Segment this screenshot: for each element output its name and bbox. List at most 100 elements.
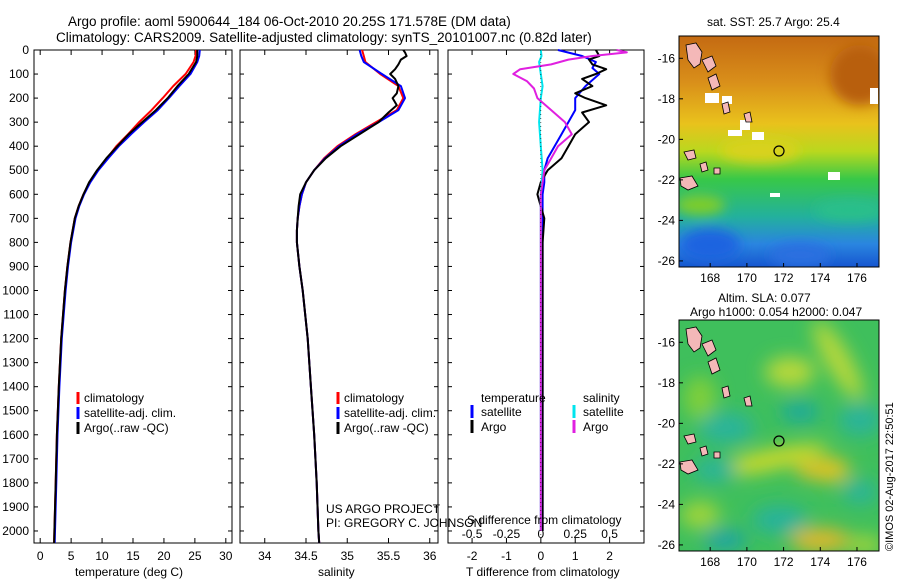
x-tick-label: -2 <box>467 549 478 563</box>
series-line <box>295 49 406 544</box>
depth-tick-label: 1200 <box>2 332 29 346</box>
sla-map <box>679 320 879 551</box>
map-lon-label: 174 <box>810 555 830 569</box>
sst-float-marker <box>773 145 785 157</box>
depth-tick-label: 1500 <box>2 404 29 418</box>
x-tick-label: 20 <box>157 549 171 563</box>
series-line <box>295 49 408 544</box>
map-lat-label: -22 <box>658 173 676 187</box>
map-lon-label: 174 <box>810 271 830 285</box>
salinity-axis-label: salinity <box>318 565 355 579</box>
depth-tick-label: 1700 <box>2 452 29 466</box>
map-lat-label: -24 <box>658 497 676 511</box>
map-lon-label: 168 <box>700 271 720 285</box>
s-tick-label: 0.25 <box>564 527 588 541</box>
series-line <box>536 49 608 531</box>
project-name: US ARGO PROJECT <box>326 502 441 516</box>
depth-tick-label: 400 <box>9 139 29 153</box>
legend-satellite-adj-2: satellite-adj. clim. <box>344 406 436 420</box>
sst-map-title: sat. SST: 25.7 Argo: 25.4 <box>707 15 840 29</box>
difference-panel <box>447 49 645 544</box>
map-lat-label: -24 <box>658 213 676 227</box>
sst-map <box>679 36 879 267</box>
map-lon-label: 168 <box>700 555 720 569</box>
sla-map-title-2: Argo h1000: 0.054 h2000: 0.047 <box>690 305 862 319</box>
legend-argo-raw-2: Argo(..raw -QC) <box>344 421 429 435</box>
depth-tick-label: 600 <box>9 187 29 201</box>
depth-tick-label: 1900 <box>2 500 29 514</box>
series-line <box>53 49 201 544</box>
depth-tick-label: 1000 <box>2 283 29 297</box>
project-pi: PI: GREGORY C. JOHNSON <box>326 516 482 530</box>
depth-axis: 0 100 200 300 400 500 600 700 800 900 1000 1100 1200… <box>2 43 29 538</box>
x-tick-label: 5 <box>68 549 75 563</box>
s-tick-label: -0.25 <box>493 527 521 541</box>
depth-tick-label: 1400 <box>2 380 29 394</box>
s-difference-axis-label: S difference from climatology <box>467 513 622 527</box>
depth-tick-label: 1300 <box>2 356 29 370</box>
sla-map-title-1: Altim. SLA: 0.077 <box>718 291 811 305</box>
depth-tick-label: 2000 <box>2 524 29 538</box>
series-line <box>53 50 199 544</box>
legend-t-satellite: satellite <box>481 405 522 419</box>
depth-tick-label: 700 <box>9 211 29 225</box>
series-line <box>541 49 601 531</box>
salinity-legend: climatology satellite-adj. clim. Argo(..… <box>336 391 436 435</box>
legend-argo-raw: Argo(..raw -QC) <box>84 421 169 435</box>
map-lon-label: 172 <box>774 271 794 285</box>
legend-s-satellite: satellite <box>583 405 624 419</box>
temperature-plot: 0 5 10 15 20 25 30 <box>34 49 233 563</box>
series-line <box>512 49 628 531</box>
x-tick-label: 2 <box>606 549 613 563</box>
temperature-legend: climatology satellite-adj. clim. Argo(..… <box>76 391 176 435</box>
map-lon-label: 172 <box>774 555 794 569</box>
sla-map-axes: 168 170 172 174 176 -16 -18 -20 -22 -24 -26 <box>658 335 868 569</box>
depth-tick-label: 900 <box>9 259 29 273</box>
map-lat-label: -26 <box>658 254 676 268</box>
legend-satellite-adj: satellite-adj. clim. <box>84 406 176 420</box>
salinity-plot: 34 34.5 35 35.5 36 <box>240 49 438 563</box>
map-lat-label: -18 <box>658 376 676 390</box>
x-tick-label: 25 <box>188 549 202 563</box>
depth-tick-label: 1100 <box>3 308 29 322</box>
legend-climatology-2: climatology <box>344 391 404 405</box>
x-tick-label: 10 <box>95 549 109 563</box>
x-tick-label: 0 <box>537 549 544 563</box>
t-difference-axis-label: T difference from climatology <box>466 565 620 579</box>
s-tick-label: 0.5 <box>601 527 618 541</box>
sst-missing-data <box>705 88 878 197</box>
map-lon-label: 176 <box>847 271 867 285</box>
depth-tick-label: 1600 <box>2 428 29 442</box>
depth-tick-label: 800 <box>9 235 29 249</box>
legend-salinity-heading: salinity <box>583 391 620 405</box>
depth-tick-label: 0 <box>22 43 29 57</box>
map-lat-label: -22 <box>658 457 676 471</box>
map-lat-label: -16 <box>658 51 676 65</box>
depth-tick-label: 100 <box>9 67 29 81</box>
depth-tick-label: 500 <box>9 163 29 177</box>
map-lon-label: 170 <box>737 555 757 569</box>
sla-float-marker <box>773 435 785 447</box>
imos-credit: ©IMOS 02-Aug-2017 22:50:51 <box>884 402 896 551</box>
depth-tick-label: 300 <box>9 115 29 129</box>
sla-land <box>679 326 753 475</box>
figure-title-line2: Climatology: CARS2009. Satellite-adjuste… <box>56 30 592 45</box>
s-tick-label: -0.5 <box>462 527 483 541</box>
sst-map-axes: 168 170 172 174 176 -16 -18 -20 -22 -24 -26 <box>658 51 868 285</box>
x-tick-label: 34.5 <box>294 549 318 563</box>
map-lat-label: -26 <box>658 538 676 552</box>
x-tick-label: 36 <box>423 549 437 563</box>
map-lat-label: -20 <box>658 132 676 146</box>
legend-climatology: climatology <box>84 391 144 405</box>
difference-legend: temperature salinity satellite satellite… <box>470 391 624 434</box>
legend-t-argo: Argo <box>481 420 507 434</box>
depth-tick-label: 1800 <box>2 476 29 490</box>
x-tick-label: 35 <box>341 549 355 563</box>
depth-tick-label: 200 <box>9 91 29 105</box>
map-lat-label: -18 <box>658 92 676 106</box>
series-line <box>53 49 198 544</box>
x-tick-label: 0 <box>37 549 44 563</box>
x-tick-label: 15 <box>126 549 140 563</box>
series-line <box>295 49 405 544</box>
